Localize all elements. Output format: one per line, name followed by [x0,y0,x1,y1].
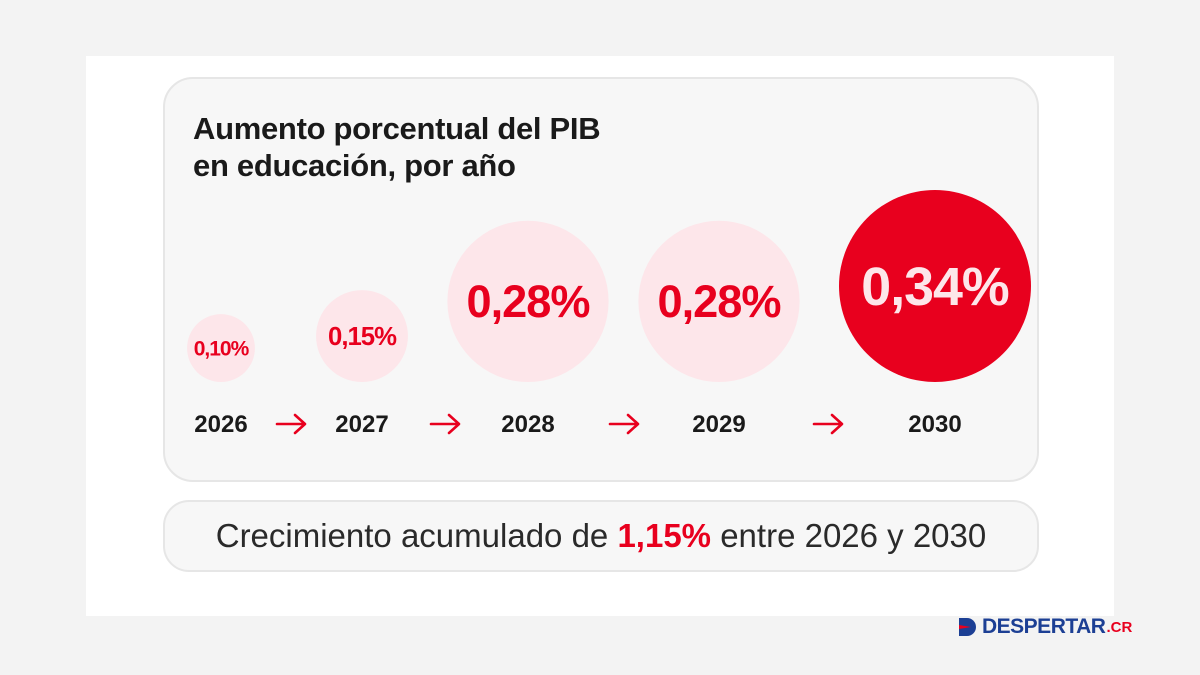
arrow-icon [429,413,461,435]
despertar-logo[interactable]: DESPERTAR .CR [957,612,1132,642]
chart-title-line-2: en educación, por año [193,148,516,183]
year-label-2028: 2028 [501,411,554,438]
value-label-2030: 0,34% [861,257,1009,317]
chart-title-line-1: Aumento porcentual del PIB [193,111,601,146]
logo-tld: .CR [1106,618,1133,636]
logo-word: DESPERTAR [982,615,1106,638]
bubble-2028 [447,220,609,382]
summary-box: Crecimiento acumulado de 1,15% entre 202… [163,500,1039,572]
arrow-icon [275,413,307,435]
bubble-2030 [839,190,1031,382]
bubble-2029 [638,220,800,382]
summary-suffix: entre 2026 y 2030 [711,517,987,554]
arrow-icon [608,413,640,435]
arrow-icon [812,413,844,435]
chart-title: Aumento porcentual del PIB en educación,… [193,110,793,184]
value-label-2026: 0,10% [194,337,250,360]
summary-prefix: Crecimiento acumulado de [215,517,618,554]
year-label-2026: 2026 [194,411,247,438]
year-label-2030: 2030 [908,411,961,438]
value-label-2027: 0,15% [328,323,397,351]
year-label-2027: 2027 [335,411,388,438]
value-label-2029: 0,28% [658,276,781,327]
summary-highlight: 1,15% [617,517,712,554]
bubble-2026 [187,314,255,382]
year-label-2029: 2029 [692,411,745,438]
value-label-2028: 0,28% [467,276,590,327]
bubble-2027 [316,290,408,382]
logo-mark-icon [959,618,976,636]
